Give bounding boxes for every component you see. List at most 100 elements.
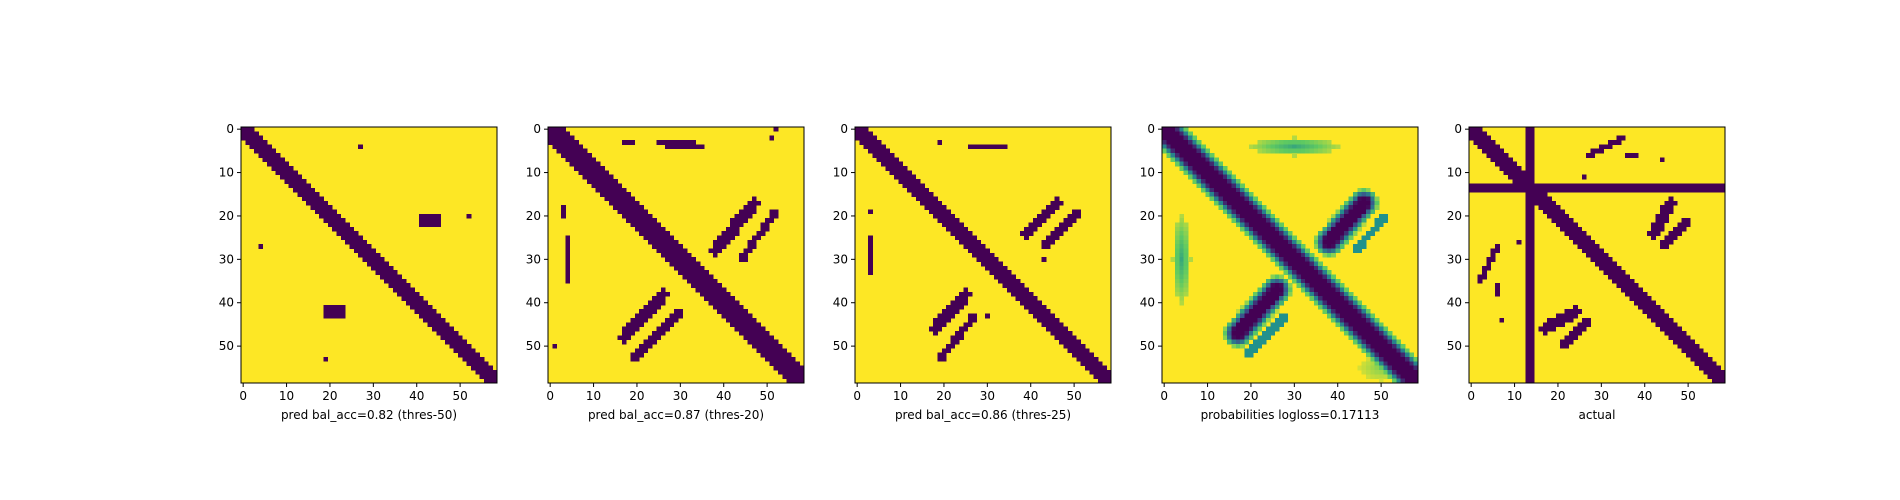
heatmap-cell [643, 218, 649, 223]
heatmap-cell [1305, 291, 1310, 297]
heatmap-cell [1672, 322, 1678, 327]
heatmap-cell [608, 174, 614, 180]
heatmap-cell [782, 352, 788, 358]
heatmap-cell [1374, 374, 1380, 380]
heatmap-cell [972, 252, 977, 258]
heatmap-cell [1322, 296, 1328, 301]
heatmap-cell [941, 222, 947, 228]
heatmap-cell [1266, 304, 1271, 310]
heatmap-cell [1261, 239, 1267, 245]
heatmap-cell [1503, 187, 1509, 193]
heatmap-cell [704, 283, 709, 288]
heatmap-cell [1590, 257, 1596, 262]
heatmap-cell [1607, 265, 1613, 271]
heatmap-cell [1175, 127, 1180, 132]
heatmap-cell [1032, 218, 1038, 223]
heatmap-cell [946, 309, 951, 314]
heatmap-cell [1179, 231, 1185, 236]
heatmap-cell [1227, 339, 1232, 345]
heatmap-cell [1067, 330, 1073, 336]
heatmap-cell [712, 300, 718, 306]
heatmap-cell [1529, 348, 1535, 354]
heatmap-cell [1279, 257, 1284, 262]
heatmap-cell [1521, 183, 1526, 189]
heatmap-cell [1240, 192, 1245, 197]
heatmap-cell [950, 231, 956, 236]
heatmap-cell [1300, 283, 1306, 288]
heatmap-cell [1331, 287, 1336, 293]
heatmap-cell [1525, 153, 1531, 158]
heatmap-cell [734, 213, 740, 219]
heatmap-cell [1352, 248, 1358, 254]
heatmap-cell [1344, 330, 1349, 336]
heatmap-cell [249, 135, 255, 141]
heatmap-cell [1244, 313, 1250, 319]
heatmap-cell [699, 278, 705, 284]
heatmap-cell [1383, 343, 1389, 349]
heatmap-cell [1287, 265, 1293, 271]
heatmap-cell [397, 274, 402, 280]
heatmap-cell [1188, 144, 1193, 150]
heatmap-cell [1102, 374, 1108, 380]
heatmap-cell [1516, 239, 1522, 245]
heatmap-cell [1348, 235, 1354, 241]
heatmap-cell [868, 144, 873, 150]
heatmap-cell [1266, 278, 1271, 284]
heatmap-cell [1594, 257, 1600, 262]
heatmap-cell [1093, 374, 1099, 380]
heatmap-cell [725, 309, 731, 314]
heatmap-cell [1011, 287, 1016, 293]
heatmap-cell [1529, 313, 1535, 319]
heatmap-cell [1209, 174, 1215, 180]
heatmap-cell [1257, 313, 1263, 319]
heatmap-cell [1404, 369, 1410, 375]
heatmap-cell [1257, 309, 1263, 314]
heatmap-cell [436, 218, 441, 223]
heatmap-cell [1283, 265, 1289, 271]
heatmap-cell [1253, 239, 1258, 245]
heatmap-cell [1076, 339, 1082, 345]
heatmap-cell [1170, 135, 1176, 141]
heatmap-cell [427, 313, 433, 319]
heatmap-cell [1374, 365, 1380, 371]
heatmap-cell [1577, 235, 1583, 241]
heatmap-cell [1248, 218, 1254, 223]
heatmap-cell [1261, 226, 1267, 232]
heatmap-cell [323, 200, 329, 206]
heatmap-cell [682, 252, 688, 258]
heatmap-cell [1318, 140, 1323, 145]
heatmap-cell [751, 317, 757, 323]
heatmap-cell [418, 300, 424, 306]
heatmap-cell [1387, 374, 1393, 380]
heatmap-cell [1045, 205, 1051, 210]
heatmap-cell [941, 209, 947, 215]
heatmap-cell [1002, 270, 1008, 275]
heatmap-cell [656, 235, 662, 241]
heatmap-cell [1599, 261, 1604, 267]
heatmap-cell [288, 174, 294, 180]
heatmap-cell [1694, 348, 1700, 354]
heatmap-cell [1292, 239, 1297, 245]
heatmap-cell [967, 291, 973, 297]
heatmap-cell [440, 335, 446, 341]
heatmap-cell [1261, 148, 1267, 154]
heatmap-cell [760, 222, 766, 228]
heatmap-cell [275, 153, 281, 158]
heatmap-cell [1339, 244, 1345, 249]
heatmap-cell [764, 335, 770, 341]
heatmap-cell [1477, 183, 1483, 189]
heatmap-cell [1240, 205, 1245, 210]
heatmap-cell [1547, 187, 1552, 193]
heatmap-cell [1270, 278, 1276, 284]
heatmap-cell [1270, 140, 1276, 145]
heatmap-cell [656, 226, 662, 232]
heatmap-cell [963, 226, 969, 232]
heatmap-cell [297, 183, 303, 189]
heatmap-cell [1331, 222, 1336, 228]
heatmap-cell [734, 326, 740, 332]
heatmap-cell [885, 166, 891, 171]
heatmap-cell [747, 313, 753, 319]
heatmap-cell [436, 330, 441, 336]
heatmap-cell [1214, 166, 1219, 171]
heatmap-cell [1279, 252, 1284, 258]
